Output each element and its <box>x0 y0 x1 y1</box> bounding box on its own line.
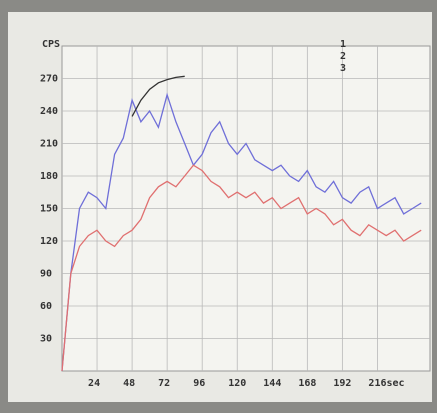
x-tick-label: 120 <box>228 378 246 389</box>
x-tick-label: 192 <box>333 378 351 389</box>
legend-label: 2 <box>340 51 346 62</box>
y-tick-label: 120 <box>40 236 58 247</box>
y-tick-label: 270 <box>40 74 58 85</box>
x-tick-label: 96 <box>193 378 205 389</box>
x-tick-label: 72 <box>158 378 170 389</box>
y-tick-label: 240 <box>40 106 58 117</box>
page: CPS 30 60 90 120 150 180 210 240 270 24 48 72 96 120 1… <box>0 0 437 409</box>
legend-label: 1 <box>340 39 346 50</box>
x-tick-label: 168 <box>298 378 316 389</box>
legend-label: 3 <box>340 63 346 74</box>
y-tick-label: 210 <box>40 139 58 150</box>
y-tick-label: 90 <box>40 269 52 280</box>
x-tick-label: 144 <box>263 378 281 389</box>
x-tick-label: 24 <box>88 378 100 389</box>
y-axis-label: CPS <box>42 39 60 50</box>
y-tick-label: 60 <box>40 301 52 312</box>
y-tick-label: 150 <box>40 204 58 215</box>
y-tick-label: 30 <box>40 334 52 345</box>
x-tick-label: 48 <box>123 378 135 389</box>
chart: CPS 30 60 90 120 150 180 210 240 270 24 48 72 96 120 1… <box>0 0 437 409</box>
y-tick-label: 180 <box>40 171 58 182</box>
x-tick-label: 216sec <box>368 378 404 389</box>
